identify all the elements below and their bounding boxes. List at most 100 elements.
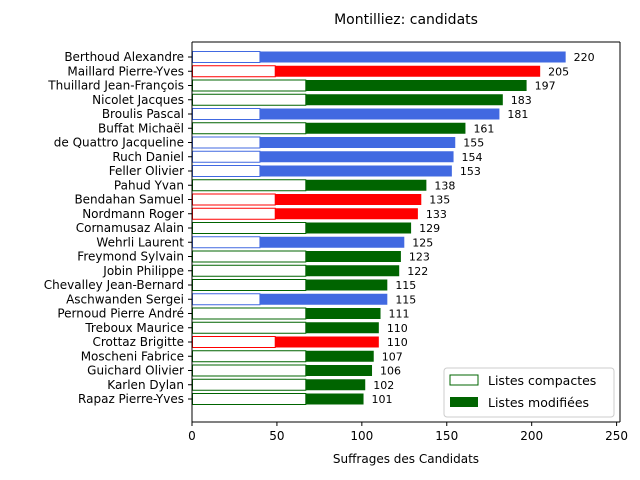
x-tick-label: 0 <box>188 429 196 443</box>
bar-compact <box>192 279 307 291</box>
legend-label-modifiees: Listes modifiées <box>488 395 589 410</box>
legend: Listes compactes Listes modifiées <box>443 367 615 418</box>
value-label: 181 <box>507 108 528 121</box>
value-label: 138 <box>434 179 455 192</box>
value-label: 183 <box>511 94 532 107</box>
category-label: Aschwanden Sergei <box>66 292 184 306</box>
bar-modified <box>259 108 500 120</box>
legend-frame <box>443 367 615 418</box>
bar-compact <box>192 293 261 306</box>
bar-compact <box>192 222 307 234</box>
category-label: Guichard Olivier <box>87 364 184 378</box>
bar-modified <box>305 265 400 277</box>
category-label: Freymond Sylvain <box>77 250 184 264</box>
value-label: 122 <box>407 265 428 278</box>
bars-layer: Berthoud Alexandre 220 Maillard Pierre-Yve… <box>44 50 595 406</box>
bar-compact <box>192 321 307 334</box>
bar-compact <box>192 336 276 348</box>
bar-modified <box>305 379 366 391</box>
bar-modified <box>305 94 503 106</box>
category-label: Karlen Dylan <box>107 378 184 392</box>
bar-modified <box>259 165 452 177</box>
bar-compact <box>192 193 276 206</box>
bar-compact <box>192 79 307 92</box>
axes <box>191 41 621 423</box>
value-label: 205 <box>548 65 569 78</box>
category-label: Crottaz Brigitte <box>92 335 184 349</box>
value-label: 111 <box>389 308 410 321</box>
bar-modified <box>275 336 379 348</box>
bar-modified <box>259 137 456 148</box>
x-tick-label: 100 <box>350 429 373 443</box>
value-label: 102 <box>373 379 394 392</box>
value-label: 107 <box>382 350 403 363</box>
value-label: 197 <box>535 80 556 93</box>
bar-compact <box>192 236 261 249</box>
bar-modified <box>259 51 566 63</box>
bar-compact <box>192 179 307 192</box>
category-label: Buffat Michaël <box>98 121 184 135</box>
value-label: 154 <box>462 151 483 164</box>
value-label: 161 <box>473 122 494 135</box>
bar-modified <box>305 279 388 291</box>
bar-compact <box>192 250 307 263</box>
bar-modified <box>275 65 541 77</box>
bar-modified <box>305 350 374 362</box>
bar-compact <box>192 51 261 63</box>
category-label: Ruch Daniel <box>112 150 184 164</box>
value-label: 110 <box>387 336 408 349</box>
value-label: 135 <box>429 194 450 207</box>
value-label: 155 <box>463 137 484 150</box>
value-label: 129 <box>419 222 440 235</box>
bar-modified <box>305 308 381 319</box>
category-label: Chevalley Jean-Bernard <box>44 278 184 292</box>
bar-modified <box>259 151 454 163</box>
bar-compact <box>192 122 307 135</box>
category-label: Bendahan Samuel <box>74 193 184 207</box>
bar-compact <box>192 108 261 120</box>
x-axis-label: Suffrages des Candidats <box>333 452 479 466</box>
bar-compact <box>192 150 261 163</box>
value-label: 153 <box>460 165 481 178</box>
bar-modified <box>305 393 364 405</box>
bar-modified <box>259 293 388 305</box>
value-label: 106 <box>380 365 401 378</box>
legend-swatch-compactes <box>449 374 479 386</box>
category-label: Wehrli Laurent <box>96 235 184 249</box>
bar-compact <box>192 93 307 106</box>
bar-modified <box>305 251 401 262</box>
legend-label-compactes: Listes compactes <box>488 373 596 388</box>
value-label: 110 <box>387 322 408 335</box>
bar-compact <box>192 165 261 177</box>
bar-modified <box>275 208 418 220</box>
category-label: de Quattro Jacqueline <box>54 136 184 150</box>
value-label: 133 <box>426 208 447 221</box>
bar-modified <box>275 194 422 205</box>
bar-compact <box>192 393 307 405</box>
x-tick-label: 250 <box>605 429 628 443</box>
category-label: Treboux Maurice <box>84 321 184 335</box>
bar-modified <box>305 322 379 334</box>
category-label: Pahud Yvan <box>114 178 184 192</box>
bar-modified <box>305 122 466 134</box>
category-label: Nordmann Roger <box>82 207 184 221</box>
bar-modified <box>305 365 373 376</box>
x-tick-label: 200 <box>520 429 543 443</box>
bar-compact <box>192 378 307 391</box>
legend-swatch-modifiees <box>450 397 478 407</box>
category-label: Thuillard Jean-François <box>47 79 184 93</box>
bar-modified <box>305 222 412 234</box>
bar-modified <box>259 236 405 248</box>
x-tick-label: 150 <box>435 429 458 443</box>
bar-compact <box>192 65 276 78</box>
value-label: 115 <box>395 293 416 306</box>
category-label: Cornamusaz Alain <box>76 221 184 235</box>
category-label: Pernoud Pierre André <box>57 307 184 321</box>
chart-title: Montilliez: candidats <box>334 12 478 28</box>
bar-compact <box>192 264 307 277</box>
value-label: 101 <box>372 393 393 406</box>
bar-compact <box>192 364 307 377</box>
bar-modified <box>305 80 527 91</box>
category-label: Broulis Pascal <box>102 107 184 121</box>
